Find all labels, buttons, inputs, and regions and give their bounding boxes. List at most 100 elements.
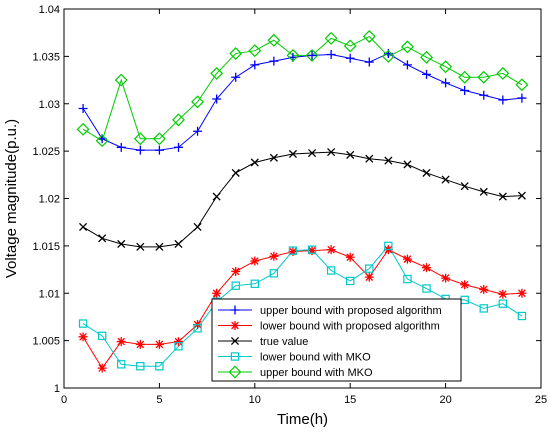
data-point-upper-bound-with-proposed-algorithm [441, 78, 451, 88]
data-point-true-value [327, 148, 336, 157]
data-point-lower-bound-with-proposed-algorithm [231, 266, 241, 276]
data-point-upper-bound-with-proposed-algorithm [460, 85, 470, 95]
data-point-true-value [79, 222, 88, 231]
data-point-true-value [155, 242, 164, 251]
data-point-upper-bound-with-proposed-algorithm [479, 90, 489, 100]
legend-label: lower bound with MKO [260, 352, 371, 364]
data-point-upper-bound-with-mko [114, 73, 128, 87]
data-point-upper-bound-with-proposed-algorithm [154, 145, 164, 155]
data-point-lower-bound-with-proposed-algorithm [116, 337, 126, 347]
y-tick-label: 1.025 [32, 146, 60, 158]
data-point-upper-bound-with-mko [381, 49, 395, 63]
data-point-upper-bound-with-mko [496, 66, 510, 80]
legend-label: lower bound with proposed algorithm [260, 321, 440, 333]
x-axis-title: Time(h) [277, 411, 328, 428]
data-point-true-value [460, 182, 469, 191]
data-point-upper-bound-with-mko [95, 134, 109, 148]
data-point-lower-bound-with-proposed-algorithm [364, 272, 374, 282]
data-point-true-value [517, 191, 526, 200]
data-point-true-value [307, 148, 317, 158]
data-point-lower-bound-with-mko [498, 299, 508, 308]
data-point-lower-bound-with-mko [384, 241, 393, 251]
data-point-true-value [250, 158, 259, 167]
legend-item-lower-bound-with-proposed-algorithm: lower bound with proposed algorithm [218, 321, 440, 333]
data-point-upper-bound-with-proposed-algorithm [422, 69, 432, 79]
y-tick-label: 1.015 [32, 241, 60, 253]
data-point-true-value [346, 150, 355, 159]
y-tick-label: 1 [54, 383, 60, 395]
data-point-lower-bound-with-mko [250, 279, 259, 288]
data-point-lower-bound-with-mko [136, 362, 145, 371]
data-point-upper-bound-with-mko [152, 132, 166, 146]
data-point-lower-bound-with-proposed-algorithm [326, 245, 336, 255]
series-line-true-value [82, 151, 522, 248]
data-point-upper-bound-with-mko [515, 78, 529, 92]
y-tick-label: 1.01 [39, 288, 60, 300]
data-point-lower-bound-with-proposed-algorithm [212, 288, 222, 298]
data-point-upper-bound-with-proposed-algorithm [345, 53, 355, 63]
data-point-upper-bound-with-proposed-algorithm [250, 60, 260, 70]
x-tick-label: 5 [156, 394, 162, 406]
data-point-true-value [365, 154, 374, 163]
data-point-true-value [212, 192, 221, 201]
data-point-lower-bound-with-proposed-algorithm [288, 247, 298, 257]
data-point-upper-bound-with-mko [305, 48, 319, 62]
data-point-lower-bound-with-proposed-algorithm [479, 284, 489, 294]
legend: upper bound with proposed algorithm lower… [211, 298, 462, 382]
data-point-lower-bound-with-mko [155, 362, 164, 371]
data-point-lower-bound-with-mko [479, 304, 488, 313]
y-tick-label: 1.005 [32, 336, 60, 348]
data-point-true-value [269, 153, 278, 162]
data-point-upper-bound-with-mko [439, 60, 453, 74]
data-point-lower-bound-with-mko [403, 274, 412, 284]
data-point-true-value [231, 168, 240, 177]
data-point-upper-bound-with-mko [400, 40, 414, 54]
data-point-lower-bound-with-proposed-algorithm [135, 339, 145, 349]
data-point-upper-bound-with-proposed-algorithm [364, 57, 374, 67]
legend-item-upper-bound-with-mko: upper bound with MKO [218, 365, 373, 379]
data-point-upper-bound-with-mko [172, 113, 185, 127]
data-point-upper-bound-with-mko [76, 122, 90, 136]
data-point-lower-bound-with-proposed-algorithm [154, 339, 164, 349]
legend-swatch-marker [230, 336, 240, 346]
data-point-upper-bound-with-proposed-algorithm [231, 72, 241, 82]
data-point-lower-bound-with-proposed-algorithm [498, 289, 508, 299]
data-point-upper-bound-with-proposed-algorithm [78, 103, 88, 113]
legend-item-upper-bound-with-proposed-algorithm: upper bound with proposed algorithm [218, 305, 442, 317]
data-point-upper-bound-with-proposed-algorithm [326, 49, 336, 59]
data-point-upper-bound-with-proposed-algorithm [173, 142, 183, 152]
data-point-upper-bound-with-mko [133, 132, 147, 146]
data-point-lower-bound-with-mko [517, 311, 527, 321]
data-point-lower-bound-with-proposed-algorithm [307, 246, 317, 256]
data-point-upper-bound-with-mko [267, 33, 281, 47]
data-point-upper-bound-with-proposed-algorithm [402, 60, 412, 70]
x-tick-label: 25 [535, 394, 547, 406]
legend-swatch-marker [228, 365, 242, 379]
data-point-lower-bound-with-mko [307, 245, 317, 254]
data-point-lower-bound-with-mko [288, 246, 298, 255]
data-point-true-value [441, 175, 450, 184]
data-point-true-value [384, 156, 393, 165]
data-point-upper-bound-with-mko [191, 95, 205, 109]
data-point-upper-bound-with-mko [286, 48, 300, 62]
data-point-true-value [117, 239, 126, 249]
data-point-true-value [498, 192, 507, 201]
data-point-upper-bound-with-mko [343, 39, 357, 53]
data-point-lower-bound-with-mko [346, 276, 355, 286]
data-point-true-value [422, 168, 431, 177]
y-tick-label: 1.04 [39, 4, 60, 16]
data-point-upper-bound-with-mko [324, 31, 338, 45]
y-axis-title: Voltage magnitude(p.u.) [3, 119, 20, 278]
data-point-lower-bound-with-mko [193, 324, 202, 333]
data-point-upper-bound-with-proposed-algorithm [193, 126, 203, 136]
data-point-lower-bound-with-mko [422, 284, 431, 293]
data-point-upper-bound-with-mko [362, 30, 376, 43]
data-point-lower-bound-with-proposed-algorithm [460, 280, 470, 290]
legend-swatch-marker [230, 321, 240, 330]
data-point-lower-bound-with-mko [97, 331, 107, 341]
data-point-lower-bound-with-proposed-algorithm [402, 254, 412, 264]
data-point-lower-bound-with-mko [365, 264, 374, 273]
data-point-lower-bound-with-proposed-algorithm [78, 332, 88, 342]
data-point-upper-bound-with-mko [420, 50, 433, 64]
